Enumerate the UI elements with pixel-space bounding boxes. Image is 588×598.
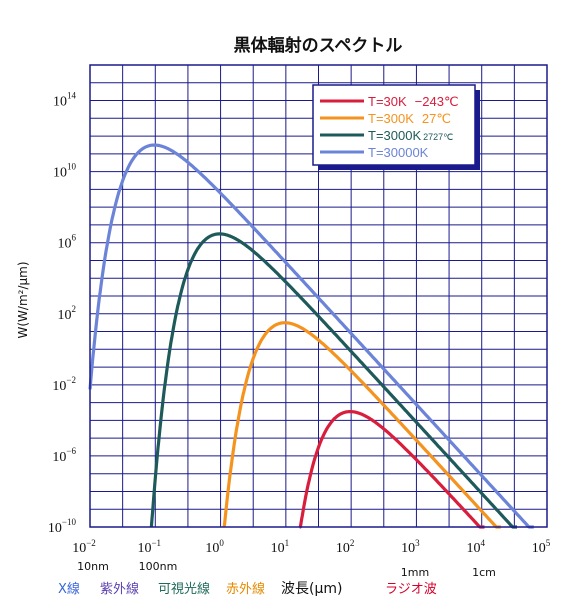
x-unit-note: 100nm [139,560,178,573]
legend-entry: T=3000K 2727℃ [368,128,453,143]
x-tick-label: 105 [532,538,551,556]
chart-title: 黒体輻射のスペクトル [234,35,403,56]
x-unit-note: 1mm [401,566,429,579]
x-tick-label: 103 [401,538,420,556]
x-tick-label: 100 [205,538,224,556]
y-tick-label: 10−6 [52,446,76,465]
band-label: ラジオ波 [385,582,437,597]
plot-border [89,64,548,528]
y-tick-label: 106 [58,233,77,252]
band-label: 赤外線 [226,581,265,597]
x-unit-note: 1cm [472,566,496,579]
y-tick-label: 10−2 [52,375,76,394]
x-tick-label: 101 [271,538,290,556]
x-tick-label: 104 [466,538,485,556]
legend: T=30K −243℃T=300K 27℃T=3000K 2727℃T=30000K [312,84,480,170]
x-axis-label: 波長(μm) [281,581,342,597]
y-tick-label: 102 [58,304,77,323]
x-unit-note: 10nm [77,560,109,573]
y-axis-label: W(W/m²/μm) [16,261,30,338]
x-unit-notes: 10nm 100nm 1mm 1cm [77,560,496,579]
band-label: 可視光線 [158,581,210,597]
bottom-label-row: X線 紫外線 可視光線 赤外線 ラジオ波 波長(μm) [58,581,437,597]
x-tick-label: 10−2 [72,538,96,556]
plot-frame [89,64,548,528]
band-label: X線 [58,581,80,597]
x-tick-labels: 10−2 10−1 100 101 102 103 104 105 [72,538,551,556]
curves [88,143,535,529]
series-line-3000k [149,232,519,529]
y-tick-label: 1014 [53,91,77,110]
series-line-30000k [88,143,535,529]
series-line-300k [222,321,502,529]
y-tick-labels: 1014 1010 106 102 10−2 10−6 10−10 [48,91,77,536]
series-line-30k [298,410,486,529]
grid [90,65,547,527]
band-label: 紫外線 [100,581,139,597]
legend-entry: T=30000K [368,145,429,160]
y-tick-label: 1010 [53,162,77,181]
y-tick-label: 10−10 [48,517,77,536]
x-tick-label: 10−1 [137,538,161,556]
legend-entry: T=300K 27℃ [368,111,451,126]
x-tick-label: 102 [336,538,355,556]
